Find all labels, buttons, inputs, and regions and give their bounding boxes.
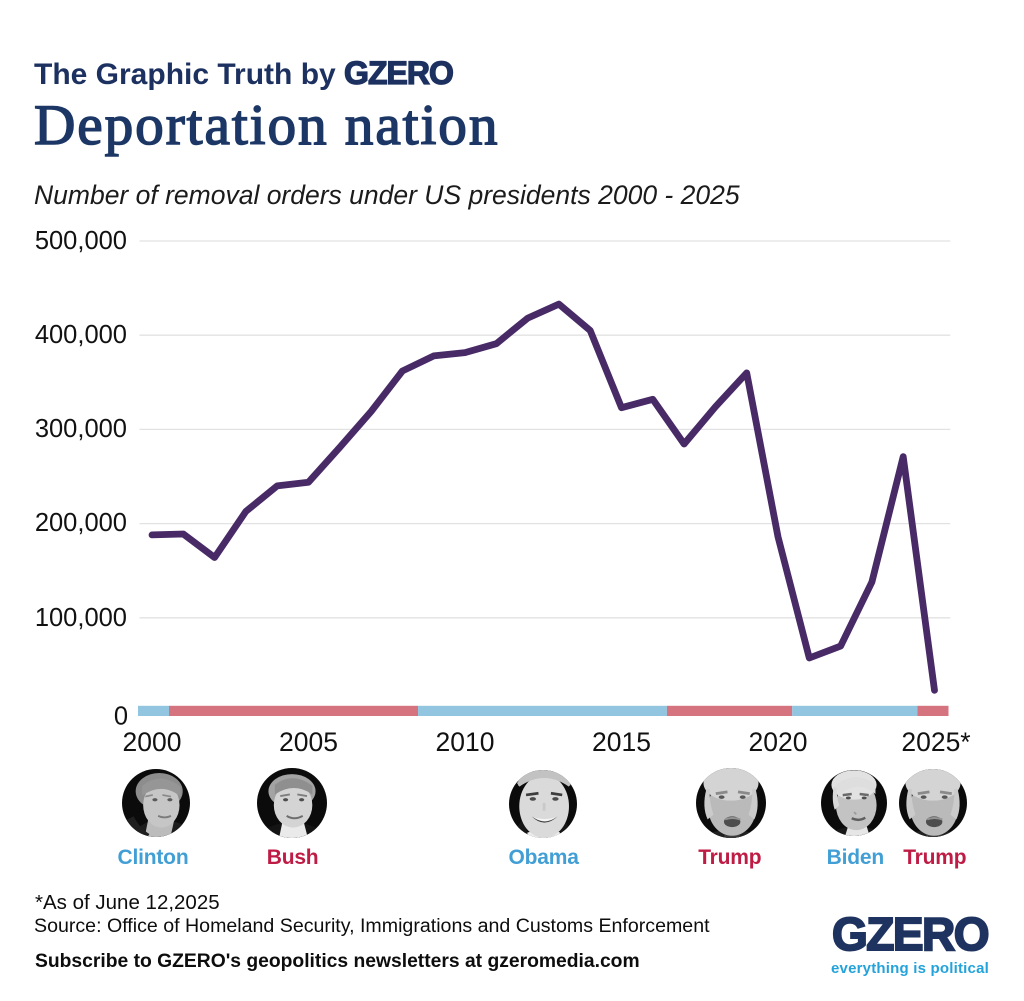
svg-text:2000: 2000 [123, 727, 182, 757]
svg-text:100,000: 100,000 [35, 604, 127, 632]
svg-text:400,000: 400,000 [35, 321, 127, 349]
svg-text:Trump: Trump [698, 846, 761, 869]
svg-text:0: 0 [114, 702, 128, 730]
svg-text:2020: 2020 [749, 727, 808, 757]
svg-text:2015: 2015 [592, 727, 651, 757]
svg-text:2005: 2005 [279, 727, 338, 757]
svg-text:Obama: Obama [508, 846, 579, 869]
svg-text:2025*: 2025* [901, 727, 970, 757]
svg-text:200,000: 200,000 [35, 509, 127, 537]
svg-text:500,000: 500,000 [35, 227, 127, 255]
svg-text:Clinton: Clinton [118, 846, 189, 869]
svg-text:300,000: 300,000 [35, 415, 127, 443]
svg-text:Bush: Bush [267, 846, 319, 869]
svg-text:Biden: Biden [827, 846, 884, 869]
svg-text:2010: 2010 [436, 727, 495, 757]
svg-text:Trump: Trump [903, 846, 966, 869]
